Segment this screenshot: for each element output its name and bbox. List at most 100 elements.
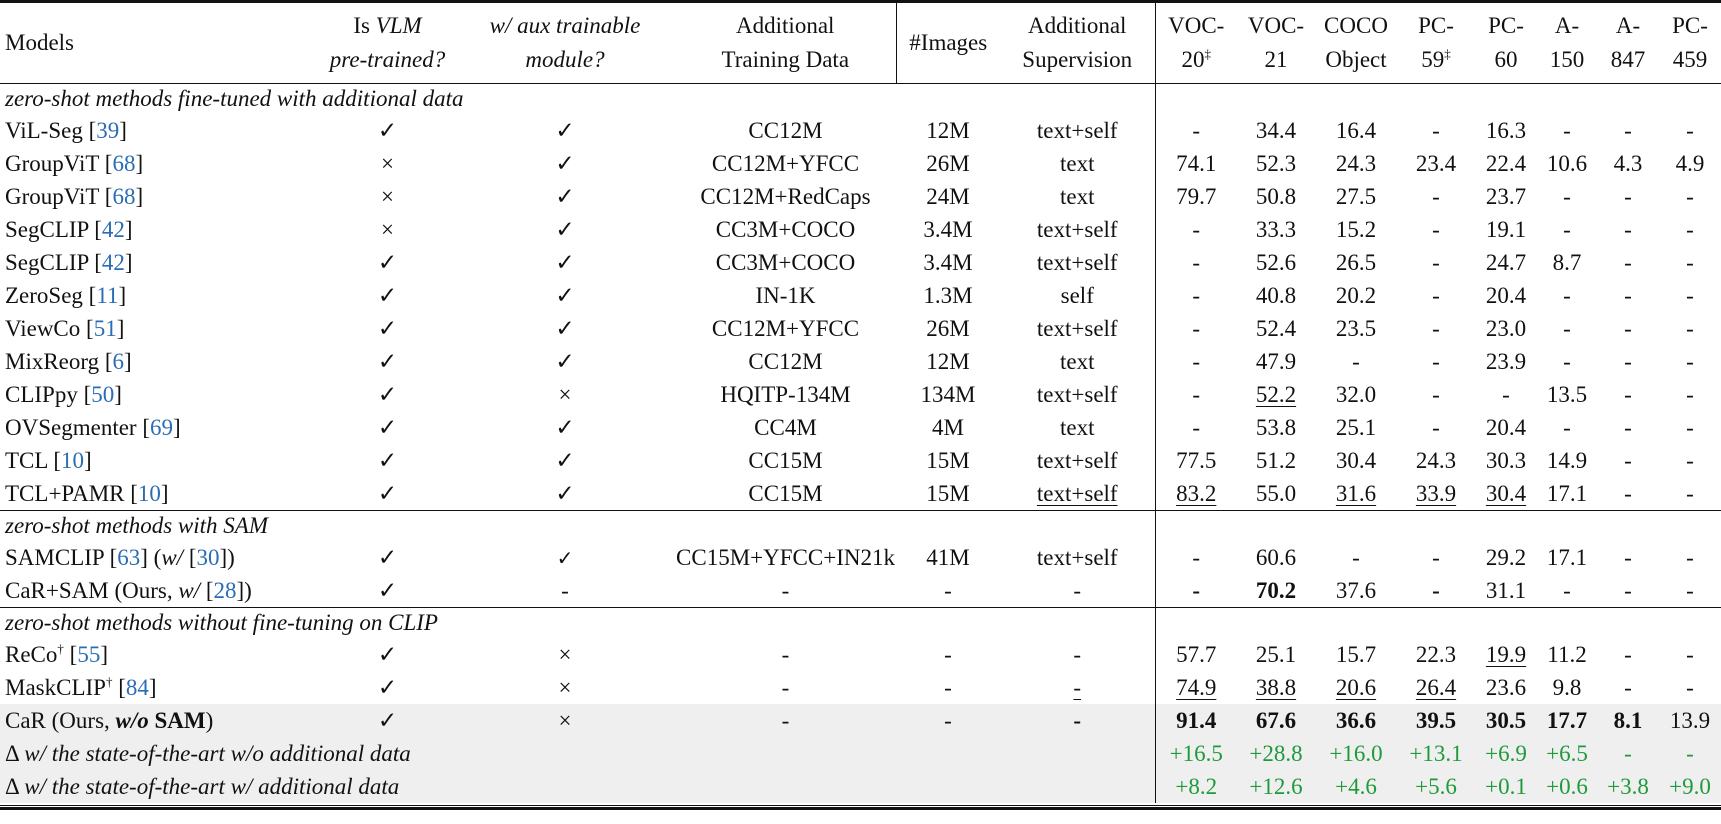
cell-value: 30.4 — [1335, 447, 1377, 473]
citation-link[interactable]: 30 — [196, 544, 220, 570]
cell-value: - — [1192, 315, 1201, 341]
score-cell: - — [1597, 312, 1659, 345]
cell-value: 23.4 — [1415, 150, 1457, 176]
cell-value: - — [1432, 249, 1440, 275]
score-cell: 52.3 — [1237, 147, 1315, 180]
cell-value: - — [1192, 577, 1201, 603]
column-header: VOC- 20‡ — [1154, 3, 1237, 84]
section-header-row: zero-shot methods fine-tuned with additi… — [0, 83, 1721, 114]
cell-value: text+self — [1036, 544, 1118, 570]
score-cell: - — [1154, 411, 1237, 444]
citation-link[interactable]: 51 — [93, 315, 117, 341]
column-header: PC- 60 — [1475, 3, 1537, 84]
citation-link[interactable]: 68 — [112, 183, 136, 209]
citation-link[interactable]: 84 — [125, 674, 149, 700]
citation-link[interactable]: 50 — [91, 381, 115, 407]
model-name: MaskCLIP† [84] — [0, 671, 320, 704]
empty-cell — [1597, 510, 1659, 541]
score-cell: 9.8 — [1537, 671, 1597, 704]
cell-value: × — [558, 707, 572, 733]
cell-value: CC12M+YFCC — [711, 315, 860, 341]
delta-value: +28.8 — [1237, 737, 1315, 770]
citation-link[interactable]: 11 — [96, 282, 119, 308]
citation-link[interactable]: 69 — [150, 414, 173, 440]
header-line: Supervision — [1000, 43, 1155, 77]
citation-link[interactable]: 63 — [117, 544, 141, 570]
cell-value: 83.2 — [1176, 480, 1217, 506]
cell-value: - — [1192, 216, 1201, 242]
score-cell: 34.4 — [1237, 114, 1315, 147]
table-row: CLIPpy [50] ✓ × HQITP-134M 134M text+self - 52.… — [0, 378, 1721, 411]
dagger-mark: ‡ — [1204, 46, 1212, 61]
text-segment: ] — [148, 674, 157, 700]
cell-value: - — [561, 577, 569, 603]
score-cell: 33.9 — [1397, 477, 1475, 511]
citation-link[interactable]: 6 — [112, 348, 125, 374]
header-line: 21 — [1237, 43, 1315, 77]
score-cell: 20.6 — [1315, 671, 1397, 704]
cell-value: 25.1 — [1255, 641, 1297, 667]
cell-value: 134M — [920, 381, 976, 407]
score-cell: 53.8 — [1237, 411, 1315, 444]
cell-value: text+self — [1036, 249, 1118, 275]
text-segment: Is — [353, 13, 376, 38]
citation-link[interactable]: 55 — [77, 641, 101, 667]
cell-value: × — [381, 216, 394, 242]
cell-value: - — [1073, 674, 1082, 700]
citation-link[interactable]: 42 — [101, 249, 125, 275]
score-cell: 8.1 — [1597, 704, 1659, 737]
cell-value: 19.9 — [1485, 641, 1527, 667]
info-cell: self — [1000, 279, 1155, 312]
text-segment: PC- — [1672, 13, 1708, 38]
score-cell: 52.2 — [1237, 378, 1315, 411]
info-cell: - — [1000, 638, 1155, 671]
cell-value: 32.0 — [1335, 381, 1377, 407]
model-name: ReCo† [55] — [0, 638, 320, 671]
cell-value: 52.6 — [1255, 249, 1297, 275]
score-cell: - — [1597, 378, 1659, 411]
citation-link[interactable]: 68 — [112, 150, 136, 176]
table-row: SegCLIP [42] ✓ ✓ CC3M+COCO 3.4M text+self - 52.… — [0, 246, 1721, 279]
cell-value: ✓ — [377, 480, 398, 506]
delta-value: +6.5 — [1537, 737, 1597, 770]
cell-value: - — [1624, 282, 1632, 308]
cell-value: - — [1624, 348, 1632, 374]
score-cell: - — [1597, 213, 1659, 246]
score-cell: - — [1154, 246, 1237, 279]
cell-value: 16.3 — [1485, 117, 1527, 143]
info-cell: HQITP-134M — [675, 378, 896, 411]
cell-value: - — [1686, 447, 1694, 473]
score-cell: - — [1154, 541, 1237, 574]
model-name: OVSegmenter [69] — [0, 411, 320, 444]
citation-link[interactable]: 10 — [61, 447, 84, 473]
table-row: ZeroSeg [11] ✓ ✓ IN-1K 1.3M self - 40.8 20.2 - 20.… — [0, 279, 1721, 312]
text-segment: TCL [ — [5, 447, 61, 473]
cell-value: - — [1624, 577, 1632, 603]
citation-link[interactable]: 10 — [137, 480, 161, 506]
empty-cell — [1237, 510, 1315, 541]
column-header: Is VLM pre-trained? — [320, 3, 455, 84]
citation-link[interactable]: 42 — [101, 216, 125, 242]
cell-value: 26M — [926, 315, 970, 341]
text-segment: VOC- — [1247, 13, 1305, 38]
score-cell: 55.0 — [1237, 477, 1315, 511]
text-segment: PC- — [1488, 13, 1524, 38]
cell-value: text+self — [1036, 381, 1118, 407]
cell-value: × — [558, 641, 572, 667]
cell-value: ✓ — [377, 249, 398, 275]
text-segment: 21 — [1264, 47, 1288, 72]
cell-value: 30.4 — [1485, 480, 1527, 506]
text-segment: VOC- — [1168, 13, 1225, 38]
cell-value: ✓ — [377, 447, 398, 473]
score-cell: - — [1397, 411, 1475, 444]
cell-value: ✓ — [377, 641, 398, 667]
cell-value: 23.7 — [1485, 183, 1527, 209]
check-mark: ✓ — [320, 114, 455, 147]
text-segment: GroupViT [ — [5, 150, 113, 176]
score-cell: - — [1537, 574, 1597, 608]
cross-mark: × — [455, 704, 675, 737]
info-cell: CC12M+RedCaps — [675, 180, 896, 213]
citation-link[interactable]: 39 — [96, 117, 120, 143]
citation-link[interactable]: 28 — [213, 577, 237, 603]
info-cell: CC12M+YFCC — [675, 147, 896, 180]
